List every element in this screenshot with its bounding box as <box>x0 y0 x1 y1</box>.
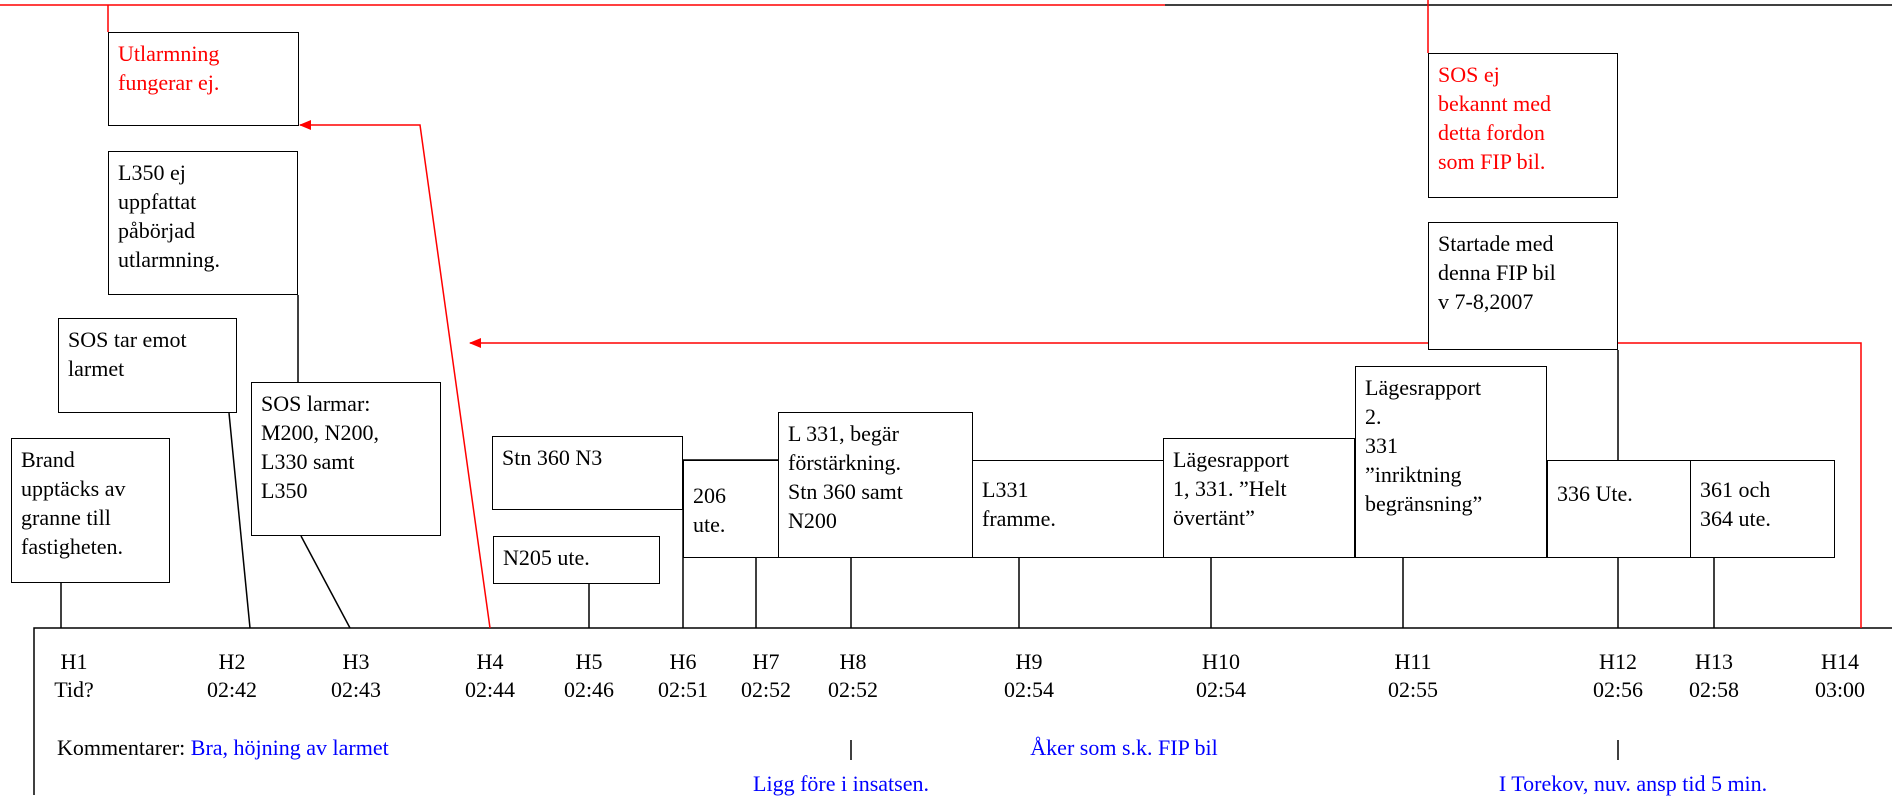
timeline-time-h13: 02:58 <box>1688 677 1740 702</box>
timeline-id-h5: H5 <box>575 649 603 674</box>
timeline-time-h4: 02:44 <box>464 677 516 702</box>
box-sos-emot: SOS tar emot larmet <box>58 318 237 413</box>
timeline-id-h14: H14 <box>1821 649 1859 674</box>
box-utlarmning: Utlarmning fungerar ej. <box>108 32 299 126</box>
timeline-id-h12: H12 <box>1599 649 1637 674</box>
timeline-time-h11: 02:55 <box>1387 677 1439 702</box>
timeline-time-h2: 02:42 <box>206 677 258 702</box>
timeline-id-h13: H13 <box>1695 649 1733 674</box>
box-l331-framme: L331 framme. <box>972 460 1164 558</box>
timeline-time-h10: 02:54 <box>1195 677 1247 702</box>
box-336-ute: 336 Ute. <box>1547 460 1691 558</box>
comments-label: Kommentarer: <box>57 735 191 760</box>
timeline-frame <box>33 627 1892 795</box>
box-lagesrapport-1: Lägesrapport 1, 331. ”Helt övertänt” <box>1163 438 1355 558</box>
timeline-id-h4: H4 <box>476 649 504 674</box>
arrow-h14-to-h4 <box>469 338 1862 628</box>
comment-bra: Bra, höjning av larmet <box>190 735 389 760</box>
box-startade: Startade med denna FIP bil v 7-8,2007 <box>1428 222 1618 350</box>
comment-row-1: Kommentarer: Bra, höjning av larmet <box>57 734 389 762</box>
box-lagesrapport-2: Lägesrapport 2. 331 ”inriktning begränsn… <box>1355 366 1547 558</box>
connector-h2 <box>228 412 251 629</box>
timeline-time-h14: 03:00 <box>1814 677 1866 702</box>
timeline-id-h1: H1 <box>60 649 88 674</box>
timeline-time-h6: 02:51 <box>657 677 709 702</box>
comment-ligg: Ligg före i insatsen. <box>753 771 929 796</box>
timeline-time-h8: 02:52 <box>827 677 879 702</box>
timeline-time-h3: 02:43 <box>330 677 382 702</box>
arrow-h4-to-utlarmning <box>299 120 491 629</box>
box-n205: N205 ute. <box>493 536 660 584</box>
box-l350: L350 ej uppfattat påbörjad utlarmning. <box>108 151 298 295</box>
box-361-364-ute: 361 och 364 ute. <box>1690 460 1835 558</box>
timeline-time-h12: 02:56 <box>1592 677 1644 702</box>
box-l331-begar: L 331, begär förstärkning. Stn 360 samt … <box>778 412 973 558</box>
timeline-time-h9: 02:54 <box>1003 677 1055 702</box>
box-stn360n3: Stn 360 N3 <box>492 436 683 510</box>
comment-torekov: I Torekov, nuv. ansp tid 5 min. <box>1498 771 1768 796</box>
timeline-id-h8: H8 <box>839 649 867 674</box>
timeline-id-h11: H11 <box>1394 649 1432 674</box>
timeline-id-h7: H7 <box>752 649 780 674</box>
timeline-time-h7: 02:52 <box>740 677 792 702</box>
timeline-id-h6: H6 <box>669 649 697 674</box>
timeline-time-h1: Tid? <box>54 677 94 702</box>
box-brand: Brand upptäcks av granne till fastighete… <box>11 438 170 583</box>
connector-h3 <box>300 535 351 629</box>
box-sos-ej-bekant: SOS ej bekannt med detta fordon som FIP … <box>1428 53 1618 198</box>
timeline-id-h9: H9 <box>1015 649 1043 674</box>
box-sos-larmar: SOS larmar: M200, N200, L330 samt L350 <box>251 382 441 536</box>
timeline-time-h5: 02:46 <box>563 677 615 702</box>
box-206: 206 ute. <box>683 460 779 558</box>
comment-aker: Åker som s.k. FIP bil <box>1030 735 1218 760</box>
timeline-id-h2: H2 <box>218 649 246 674</box>
timeline-id-h3: H3 <box>342 649 370 674</box>
timeline-id-h10: H10 <box>1202 649 1240 674</box>
